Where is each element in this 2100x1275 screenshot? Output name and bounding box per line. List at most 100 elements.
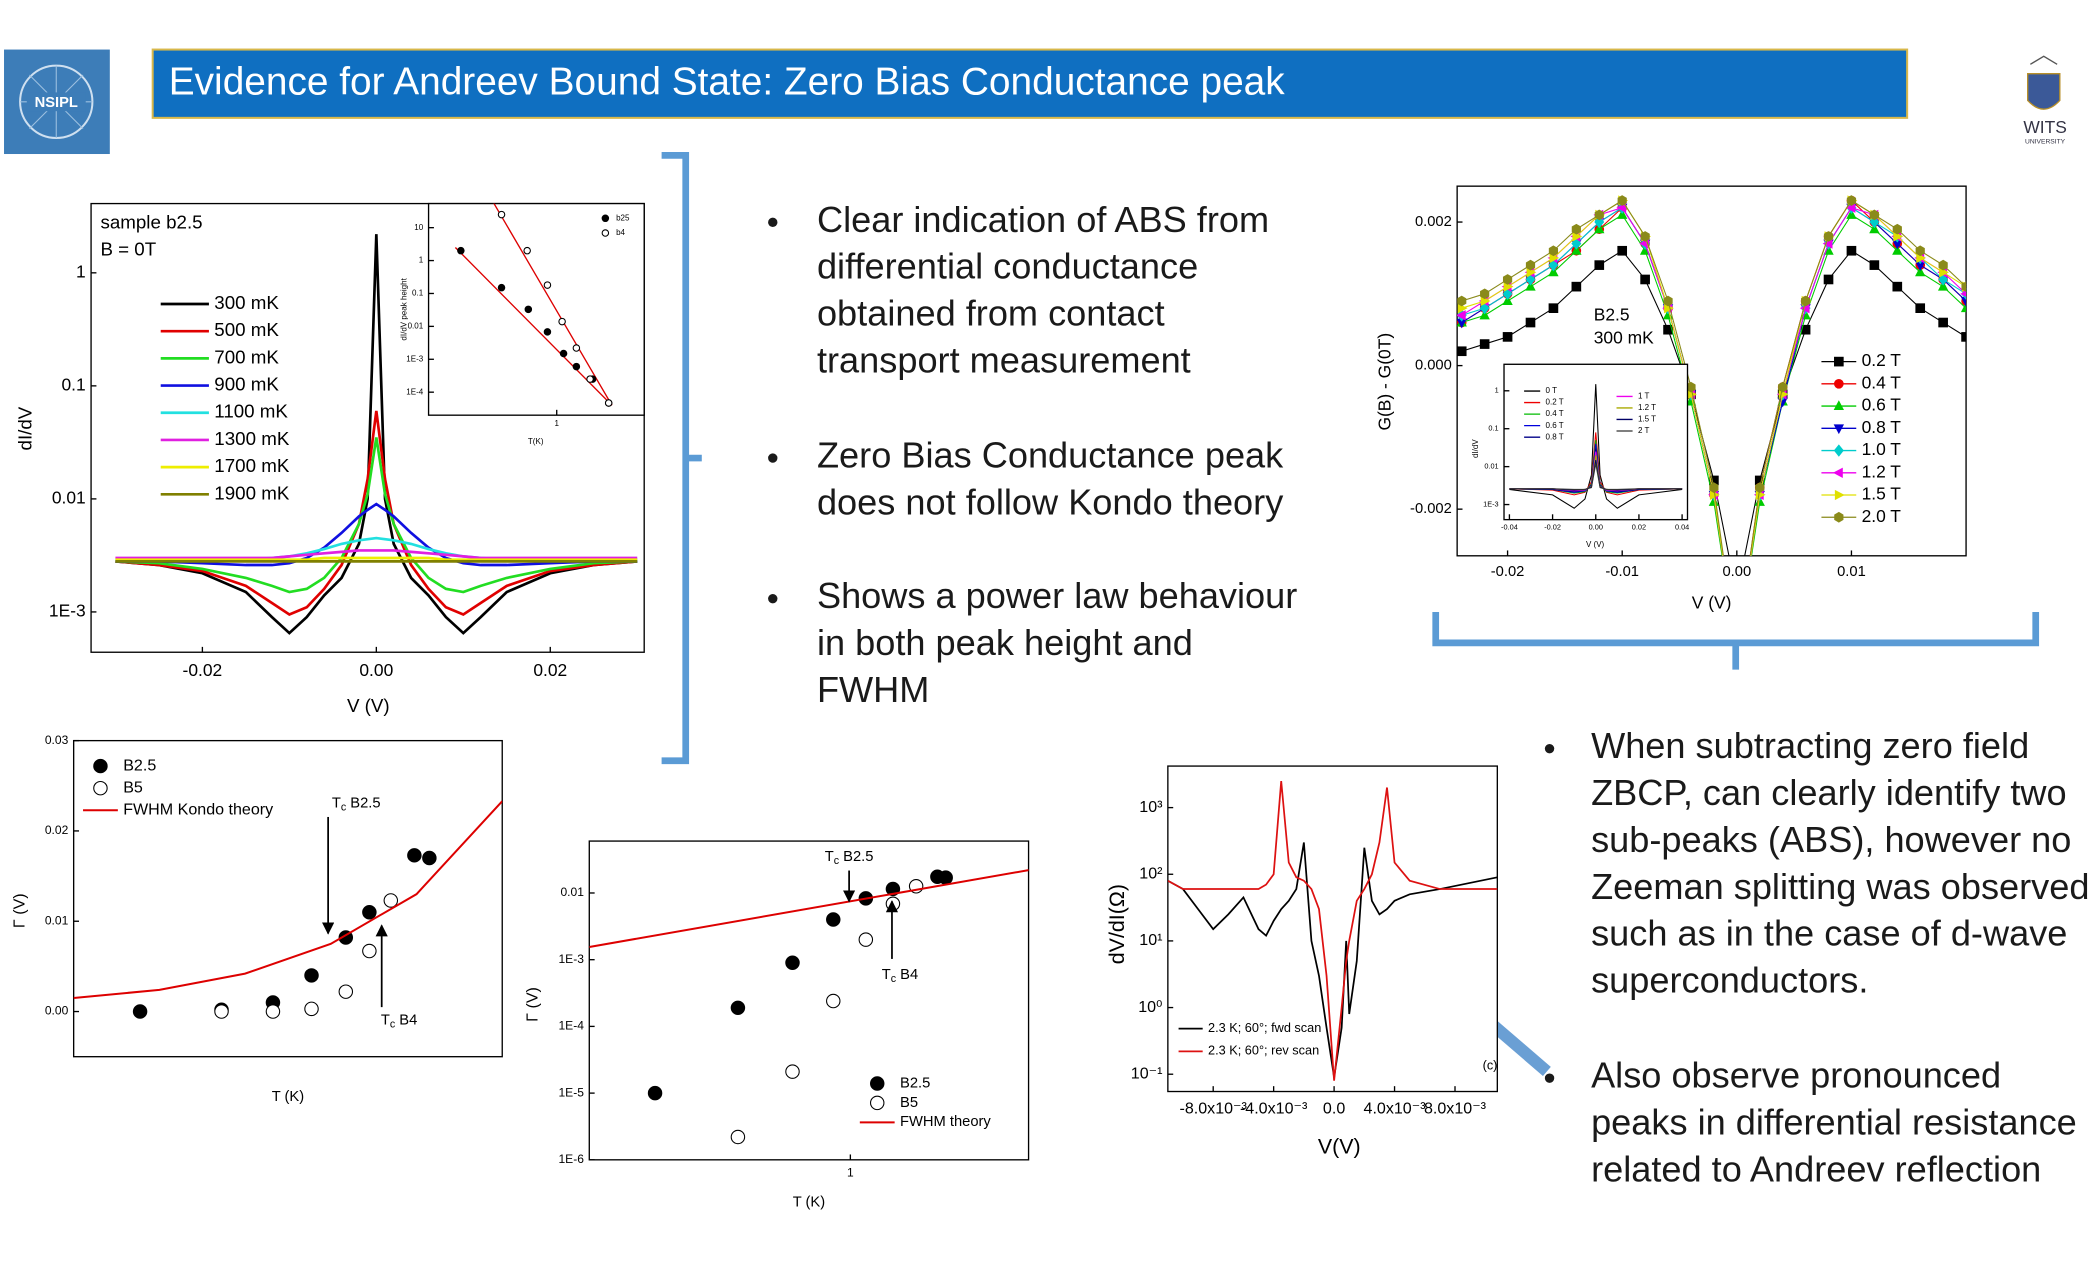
data-point xyxy=(1869,223,1880,234)
y-tick-label: 1E-3 xyxy=(406,354,423,363)
legend-label: 0.4 T xyxy=(1546,409,1564,418)
y-tick-label: 1 xyxy=(419,256,424,265)
legend-label: 0.4 T xyxy=(1862,372,1902,392)
data-point xyxy=(1457,303,1468,314)
data-point xyxy=(1916,252,1927,264)
y-tick-label: 0.02 xyxy=(45,823,69,837)
legend-label: 1 T xyxy=(1638,392,1650,401)
legend-label: 1.5 T xyxy=(1862,484,1902,504)
data-point xyxy=(1915,245,1925,257)
chart: 10³ 10² 10¹ 10⁰ 10⁻¹ -8.0x10⁻³-4.0x10⁻³ 0.0 4.0… xyxy=(1105,765,1498,1158)
data-point xyxy=(1479,309,1490,320)
x-axis-label: V (V) xyxy=(1586,540,1605,549)
legend-label: FWHM theory xyxy=(900,1114,991,1130)
x-axis-label: V (V) xyxy=(1692,593,1732,613)
data-point xyxy=(1594,223,1605,234)
legend-label: b25 xyxy=(616,213,630,222)
data-point xyxy=(1823,231,1834,242)
legend-marker xyxy=(1832,467,1843,478)
data-point xyxy=(1479,339,1490,349)
legend-marker xyxy=(869,1076,885,1091)
data-point xyxy=(885,896,901,911)
x-tick-label: 0.00 xyxy=(1589,523,1603,532)
legend-marker xyxy=(1834,489,1845,501)
data-point xyxy=(1457,310,1466,321)
y-tick-label: 1E-4 xyxy=(558,1019,584,1033)
y-tick-label: 1E-5 xyxy=(558,1085,584,1099)
data-point xyxy=(730,1000,746,1016)
legend-label: 2.3 K; 60°; fwd scan xyxy=(1208,1020,1321,1035)
bullet-line: in both peak height and xyxy=(817,622,1193,663)
bullet-line: obtained from contact xyxy=(817,293,1165,334)
annotation: 300 mK xyxy=(1594,327,1654,347)
tc-subscript: c xyxy=(834,855,840,867)
data-point xyxy=(1892,223,1902,235)
bullet-line: superconductors. xyxy=(1591,960,1868,1001)
x-axis-label: V(V) xyxy=(1318,1134,1361,1158)
data-point xyxy=(1960,297,1967,307)
legend-label: 1.5 T xyxy=(1638,415,1656,424)
bullet-line: related to Andreev reflection xyxy=(1591,1148,2041,1189)
data-point xyxy=(1480,295,1491,307)
data-point xyxy=(265,1004,281,1019)
data-point xyxy=(1594,209,1604,221)
data-point xyxy=(858,932,874,947)
logo-left-label-bg xyxy=(26,92,86,112)
legend-label: 0.8 T xyxy=(1862,417,1902,437)
annotation: B2.5 xyxy=(1594,305,1630,325)
y-tick-label: 0.01 xyxy=(45,913,69,927)
x-axis-label: V (V) xyxy=(347,695,390,716)
data-point xyxy=(1548,258,1559,272)
data-point xyxy=(1663,295,1673,307)
annotation: sample b2.5 xyxy=(100,212,202,233)
series-line xyxy=(1509,432,1683,496)
slide-title: Evidence for Andreev Bound State: Zero B… xyxy=(169,61,1286,104)
y-tick-label: 10 xyxy=(414,223,423,232)
logo-right-top xyxy=(2030,55,2058,65)
data-point xyxy=(1800,295,1811,307)
legend-label: 700 mK xyxy=(214,346,279,367)
bullet-line: such as in the case of d-wave xyxy=(1591,913,2067,954)
data-point xyxy=(1549,252,1560,264)
legend-marker xyxy=(869,1095,885,1111)
y-tick-label: 0.1 xyxy=(412,289,424,298)
data-point xyxy=(1846,209,1857,219)
plot-marks xyxy=(73,800,503,1019)
data-point xyxy=(1709,482,1719,493)
y-axis-label: G(B) - G(0T) xyxy=(1375,333,1395,431)
data-point xyxy=(543,328,552,336)
bullet-line: does not follow Kondo theory xyxy=(817,481,1283,522)
data-point xyxy=(1869,215,1880,229)
y-tick-label: 10⁻¹ xyxy=(1131,1064,1163,1082)
series-line xyxy=(1509,463,1683,490)
data-point xyxy=(604,399,613,407)
x-tick-label: 0.0 xyxy=(1323,1099,1345,1117)
x-axis-label: T (K) xyxy=(793,1195,825,1211)
data-point xyxy=(383,893,399,908)
tc-symbol: T xyxy=(882,967,891,983)
y-tick-label: 0.03 xyxy=(45,733,69,747)
data-point xyxy=(523,246,531,255)
legend-label: 0.2 T xyxy=(1546,398,1564,407)
data-point xyxy=(1616,202,1627,213)
y-axis-label: dI/dV xyxy=(15,406,36,450)
y-tick-label: 0.002 xyxy=(1415,214,1452,230)
tc-label: Tc B2.5 xyxy=(825,849,874,867)
data-point xyxy=(1617,209,1628,219)
data-point xyxy=(1503,281,1514,292)
plot-marks xyxy=(1167,781,1498,1081)
data-point xyxy=(338,984,354,999)
legend-marker xyxy=(1834,511,1844,523)
data-point xyxy=(1525,259,1536,271)
data-point xyxy=(826,993,841,1009)
y-tick-label: 1E-6 xyxy=(558,1152,584,1166)
tc-sample: B4 xyxy=(399,1012,417,1028)
chart: 1 0.1 0.01 1E-3 -0.04 -0.02 0.00 0.02 0.04 V (V) d… xyxy=(1471,363,1689,549)
title-bar xyxy=(151,48,1909,119)
x-tick-label: 0.00 xyxy=(1722,564,1751,580)
x-axis-label: T(K) xyxy=(528,437,544,446)
data-point xyxy=(1572,231,1583,242)
data-point xyxy=(1938,259,1948,271)
data-point xyxy=(1640,231,1650,242)
data-point xyxy=(572,344,581,352)
